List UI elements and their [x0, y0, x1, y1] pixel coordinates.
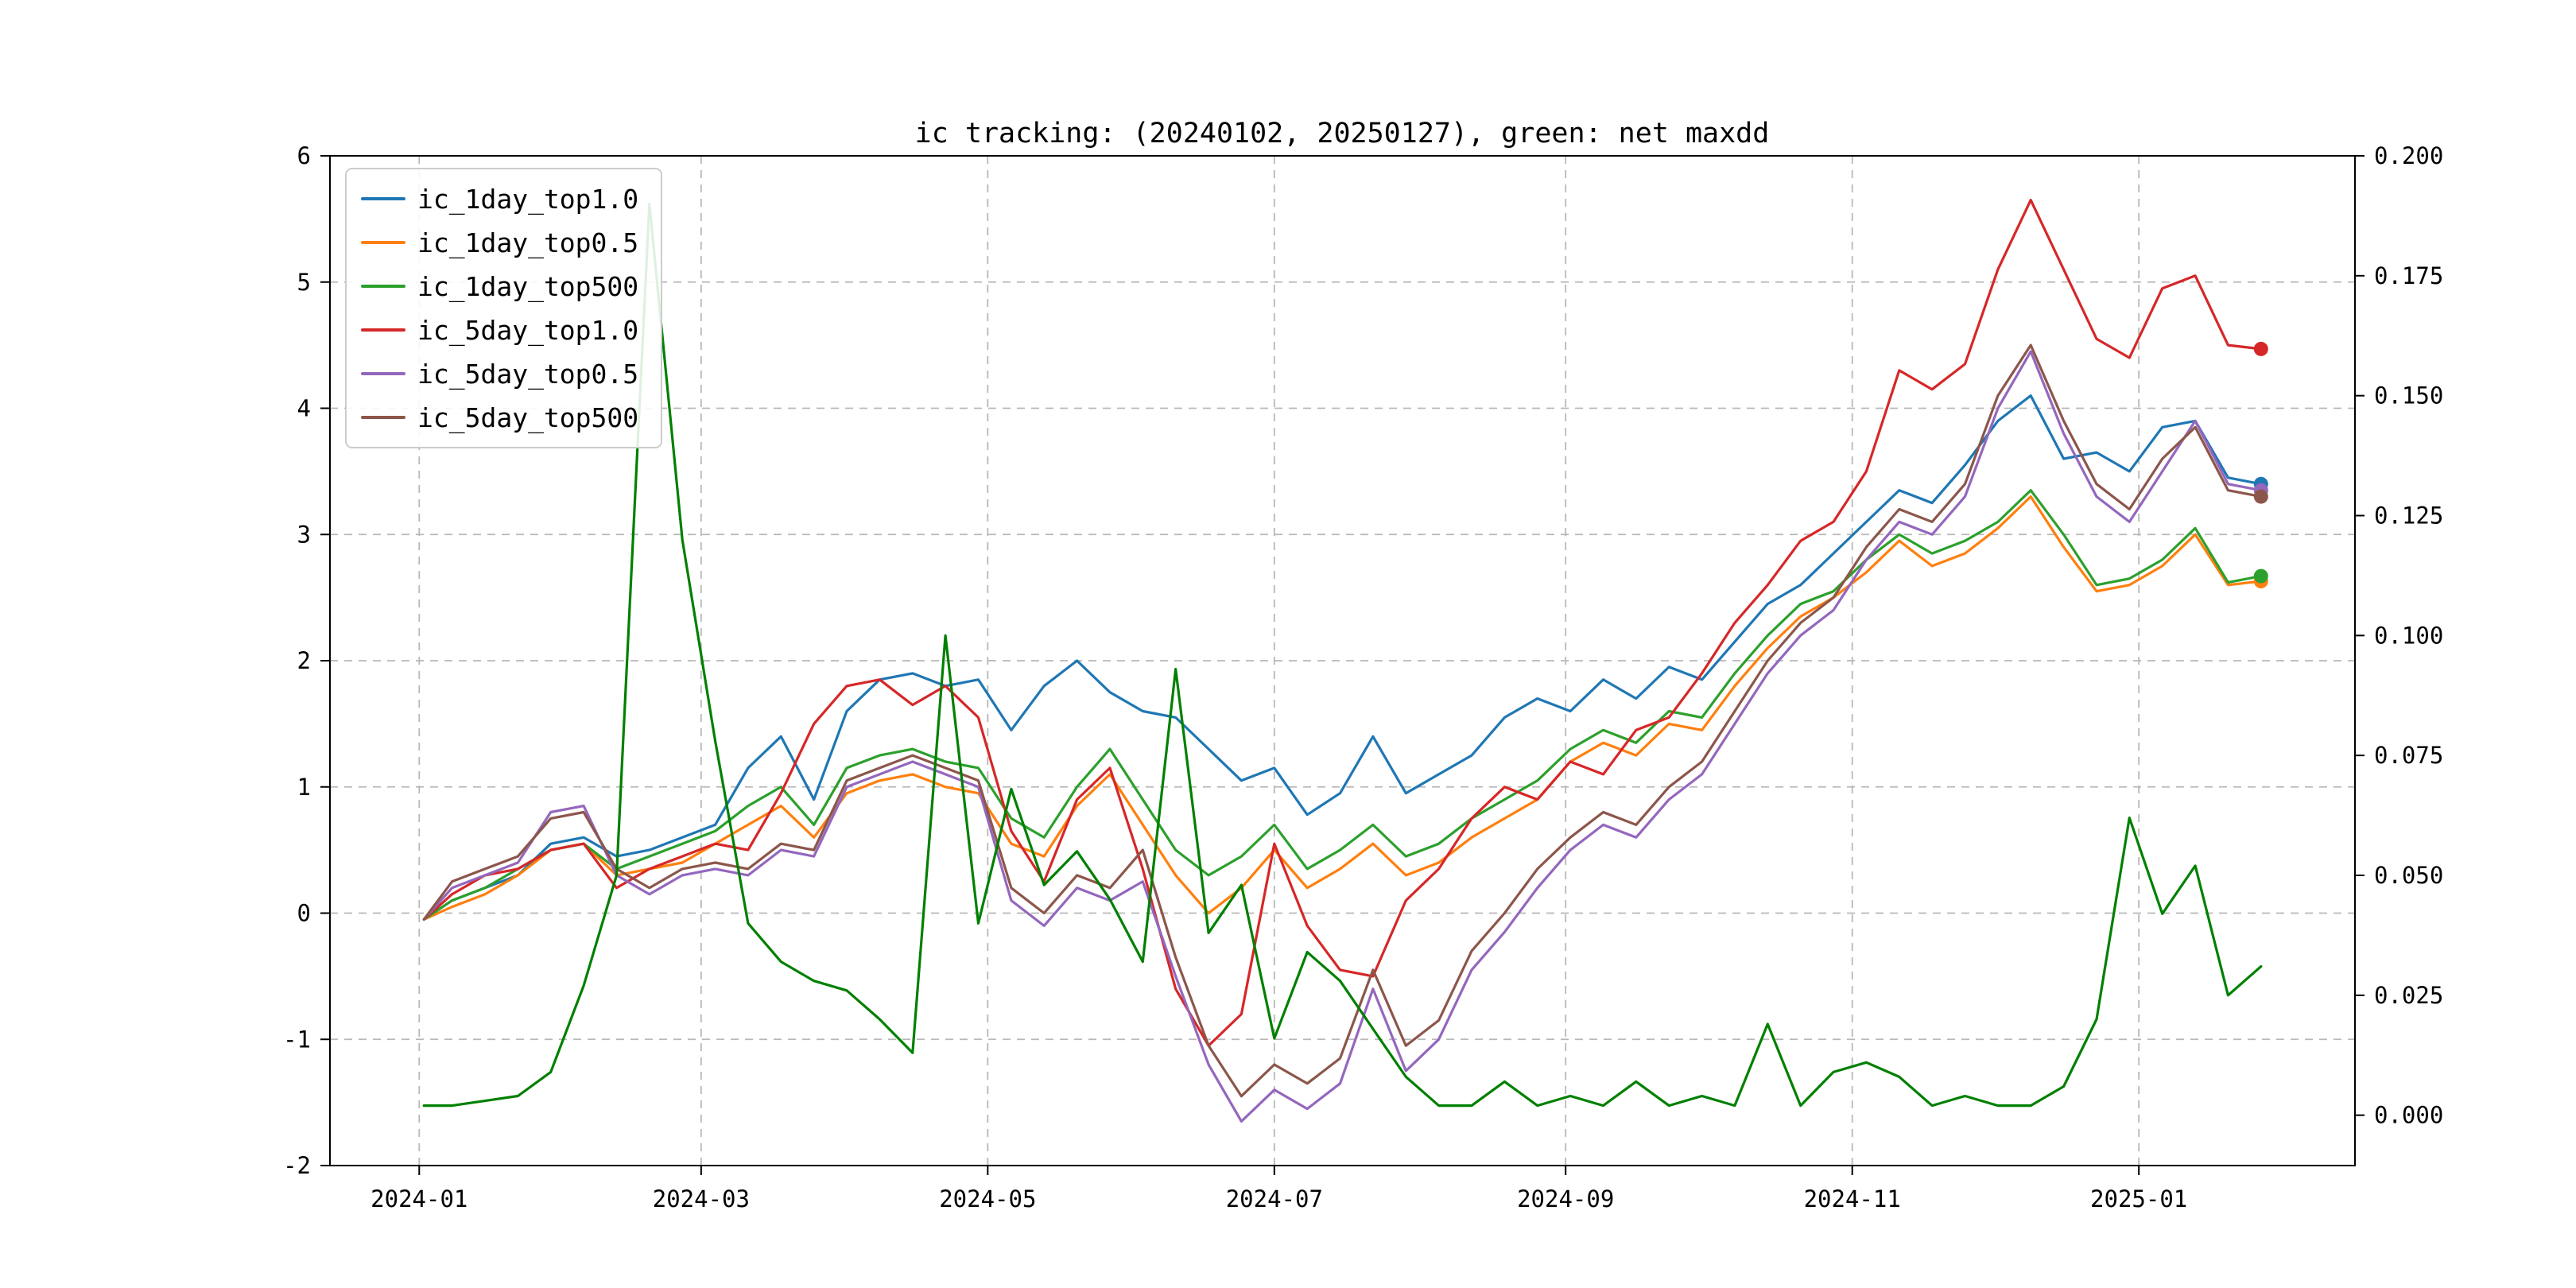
- series-line-ic-5day-top0-5: [422, 350, 2263, 1123]
- legend-line-swatch: [361, 197, 405, 200]
- legend-line-swatch: [361, 285, 405, 288]
- left-tick-label: -2: [283, 1152, 311, 1179]
- legend-entry: ic_5day_top1.0: [361, 310, 638, 350]
- left-tick-label: -1: [283, 1026, 311, 1053]
- left-tick-label: 1: [297, 774, 311, 801]
- legend-label: ic_1day_top1.0: [417, 183, 639, 215]
- right-tick-label: 0.050: [2374, 862, 2443, 889]
- legend-line-swatch: [361, 372, 405, 375]
- right-tick-label: 0.125: [2374, 502, 2443, 529]
- x-tick-label: 2024-03: [653, 1185, 750, 1212]
- series-line-net-maxdd: [422, 202, 2263, 1108]
- right-tick-label: 0.075: [2374, 742, 2443, 769]
- x-tick-label: 2024-11: [1804, 1185, 1901, 1212]
- right-tick-label: 0.100: [2374, 622, 2443, 649]
- right-tick-label: 0.175: [2374, 262, 2443, 289]
- x-tick-label: 2024-05: [939, 1185, 1036, 1212]
- legend-label: ic_1day_top500: [417, 270, 639, 302]
- series-end-marker: [2253, 489, 2268, 504]
- x-tick-label: 2024-09: [1517, 1185, 1614, 1212]
- left-tick-label: 3: [297, 521, 311, 548]
- left-tick-label: 4: [297, 395, 311, 422]
- series-end-marker: [2253, 568, 2268, 584]
- right-tick-label: 0.200: [2374, 142, 2443, 169]
- legend-line-swatch: [361, 241, 405, 244]
- x-tick-label: 2024-07: [1226, 1185, 1323, 1212]
- series-line-ic-1day-top0-5: [422, 495, 2263, 921]
- legend-label: ic_5day_top1.0: [417, 314, 639, 346]
- right-tick-label: 0.000: [2374, 1102, 2443, 1129]
- x-tick-label: 2025-01: [2090, 1185, 2187, 1212]
- legend-entry: ic_1day_top1.0: [361, 179, 638, 219]
- legend-label: ic_1day_top0.5: [417, 227, 639, 258]
- series-line-ic-5day-top500: [422, 343, 2263, 1098]
- series-line-ic-1day-top500: [422, 489, 2263, 921]
- legend-line-swatch: [361, 328, 405, 332]
- x-tick-label: 2024-01: [370, 1185, 467, 1212]
- left-tick-label: 6: [297, 142, 311, 169]
- legend: ic_1day_top1.0 ic_1day_top0.5 ic_1day_top5…: [345, 168, 663, 448]
- left-tick-label: 0: [297, 900, 311, 927]
- right-tick-label: 0.150: [2374, 382, 2443, 409]
- legend-line-swatch: [361, 416, 405, 419]
- series-end-marker: [2253, 341, 2268, 356]
- left-tick-label: 5: [297, 269, 311, 296]
- legend-entry: ic_1day_top500: [361, 266, 638, 306]
- legend-entry: ic_5day_top500: [361, 398, 638, 437]
- legend-label: ic_5day_top500: [417, 402, 639, 433]
- right-tick-label: 0.025: [2374, 982, 2443, 1009]
- left-tick-label: 2: [297, 647, 311, 674]
- chart-title: ic tracking: (20240102, 20250127), green…: [914, 118, 1770, 149]
- legend-entry: ic_5day_top0.5: [361, 354, 638, 394]
- legend-entry: ic_1day_top0.5: [361, 223, 638, 262]
- series-line-ic-1day-top1-0: [422, 394, 2263, 921]
- legend-label: ic_5day_top0.5: [417, 358, 639, 390]
- series-line-ic-5day-top1-0: [422, 199, 2263, 1047]
